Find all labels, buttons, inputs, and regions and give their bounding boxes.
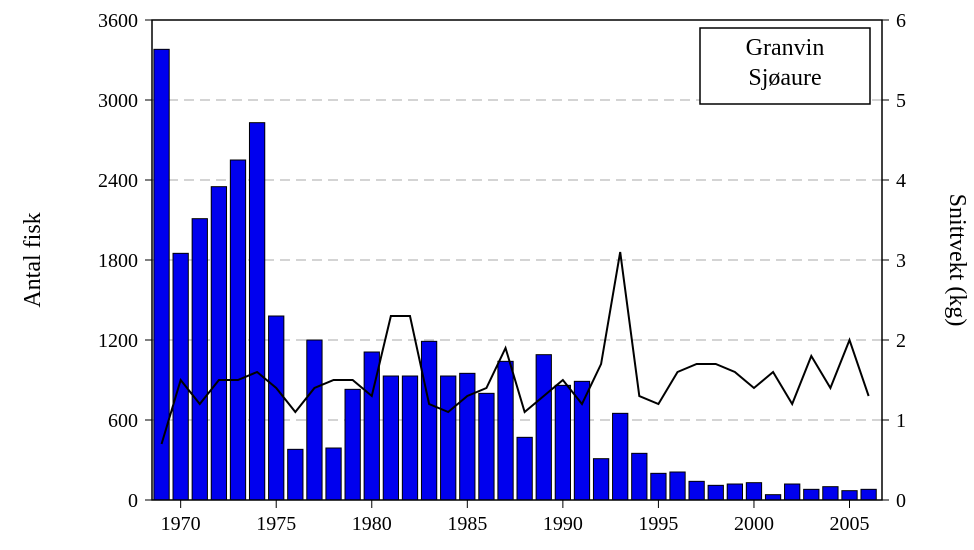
y-tick-label: 2400 <box>98 170 138 192</box>
bar <box>153 48 170 501</box>
bar <box>726 483 743 501</box>
bar <box>841 490 858 501</box>
y-tick-label: 0 <box>128 490 138 512</box>
bar <box>382 375 400 501</box>
y-tick-label: 3000 <box>98 90 138 112</box>
bar <box>784 483 801 501</box>
y2-tick-label: 5 <box>896 90 906 112</box>
y-axis-label: Antal fisk <box>20 212 46 307</box>
line <box>160 251 870 445</box>
bar <box>554 384 572 501</box>
bar <box>764 494 782 501</box>
bar <box>478 392 495 501</box>
bar <box>459 372 476 501</box>
bar <box>803 488 820 501</box>
bar <box>497 360 514 501</box>
annotation-text: Sjøaure <box>748 65 821 91</box>
x-tick-label: 2000 <box>734 513 774 535</box>
bar <box>688 480 705 501</box>
bar <box>612 412 629 501</box>
x-tick-label: 1970 <box>161 513 201 535</box>
x-tick-label: 1995 <box>638 513 678 535</box>
bar <box>325 447 342 501</box>
y2-axis-label: Snittvekt (kg) <box>944 194 970 327</box>
bar <box>707 484 724 501</box>
y2-tick-label: 4 <box>896 170 906 192</box>
bar <box>592 458 610 501</box>
bar <box>650 472 667 501</box>
y2-tick-label: 1 <box>896 410 906 432</box>
y2-tick-label: 0 <box>896 490 906 512</box>
bar <box>229 159 247 501</box>
bar <box>822 486 839 501</box>
y-tick-label: 1200 <box>98 330 138 352</box>
bar <box>401 375 419 501</box>
plot-frame <box>151 19 883 501</box>
bar <box>344 388 361 501</box>
x-tick-label: 1980 <box>352 513 392 535</box>
bar <box>440 375 457 501</box>
bar <box>535 354 552 501</box>
bar <box>573 380 591 501</box>
y-tick-label: 3600 <box>98 10 138 32</box>
bar <box>745 482 763 501</box>
y2-tick-label: 6 <box>896 10 906 32</box>
bar <box>191 218 208 501</box>
bar <box>210 186 228 501</box>
x-tick-label: 1975 <box>256 513 296 535</box>
bar <box>306 339 323 501</box>
y2-tick-label: 2 <box>896 330 906 352</box>
y-tick-label: 600 <box>108 410 138 432</box>
bar <box>516 436 533 501</box>
x-tick-label: 1990 <box>543 513 583 535</box>
bar <box>268 315 285 501</box>
annotation-box <box>699 27 871 105</box>
bar <box>420 340 438 501</box>
bar <box>287 448 304 501</box>
x-tick-label: 1985 <box>447 513 487 535</box>
annotation-text: Granvin <box>746 35 825 61</box>
bar <box>172 252 189 501</box>
bar <box>248 122 266 501</box>
bar <box>860 488 877 501</box>
y2-tick-label: 3 <box>896 250 906 272</box>
y-tick-label: 1800 <box>98 250 138 272</box>
bar <box>631 452 648 501</box>
x-tick-label: 2005 <box>830 513 870 535</box>
bar <box>669 471 686 501</box>
